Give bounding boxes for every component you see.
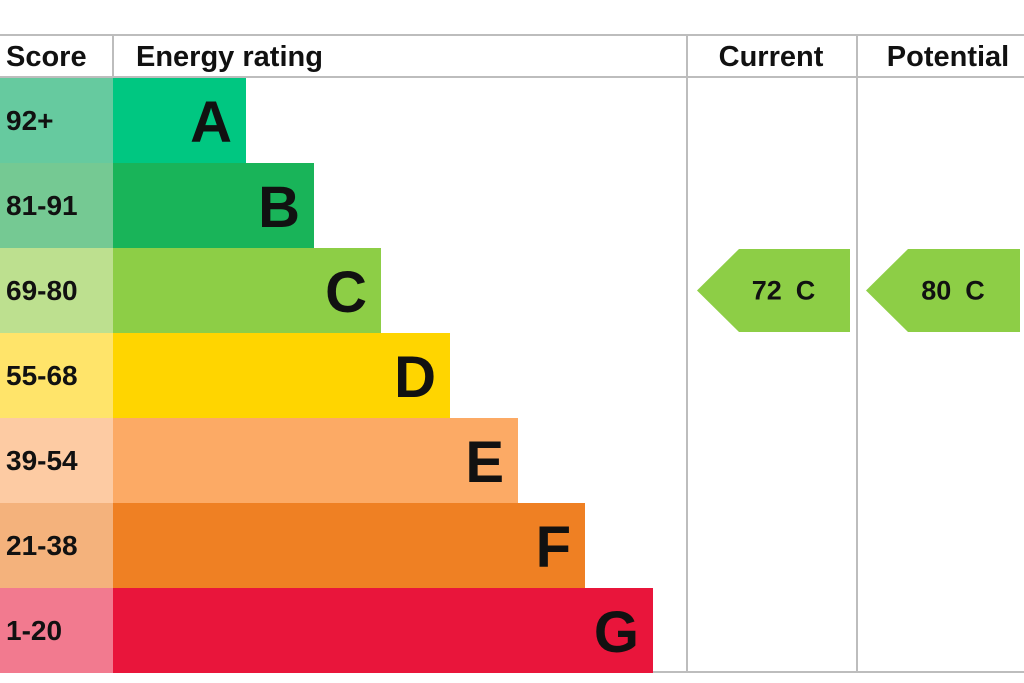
score-cell	[0, 78, 113, 163]
score-cell	[0, 248, 113, 333]
rating-bar	[113, 78, 246, 163]
score-range: 55-68	[6, 360, 78, 391]
current-score: 72	[752, 276, 782, 306]
rating-bar	[113, 503, 585, 588]
score-range: 39-54	[6, 445, 78, 476]
rating-bar	[113, 248, 381, 333]
score-cell	[0, 333, 113, 418]
potential-arrow	[866, 249, 1020, 332]
score-cell	[0, 503, 113, 588]
score-range: 81-91	[6, 190, 78, 221]
rating-bar	[113, 588, 653, 673]
rating-bar	[113, 418, 518, 503]
band-letter: B	[258, 175, 300, 240]
rating-bar	[113, 333, 450, 418]
header-score: Score	[6, 41, 87, 73]
band-letter: E	[465, 430, 504, 495]
band-letter: A	[190, 90, 232, 155]
rating-bar	[113, 163, 314, 248]
band-letter: G	[594, 600, 639, 665]
score-cell	[0, 588, 113, 673]
band-letter: D	[394, 345, 436, 410]
current-arrow	[697, 249, 850, 332]
potential-rating: 80 C	[921, 276, 985, 306]
score-cell	[0, 163, 113, 248]
score-range: 92+	[6, 105, 54, 136]
header-potential: Potential	[887, 41, 1009, 73]
header-rating: Energy rating	[136, 41, 323, 73]
score-range: 21-38	[6, 530, 78, 561]
score-range: 1-20	[6, 615, 62, 646]
header-current: Current	[719, 41, 824, 73]
current-rating: 72 C	[752, 276, 816, 306]
potential-band: C	[965, 276, 985, 306]
band-letter: C	[325, 260, 367, 325]
band-letter: F	[536, 515, 571, 580]
score-cell	[0, 418, 113, 503]
score-range: 69-80	[6, 275, 78, 306]
current-band: C	[796, 276, 816, 306]
potential-score: 80	[921, 276, 951, 306]
